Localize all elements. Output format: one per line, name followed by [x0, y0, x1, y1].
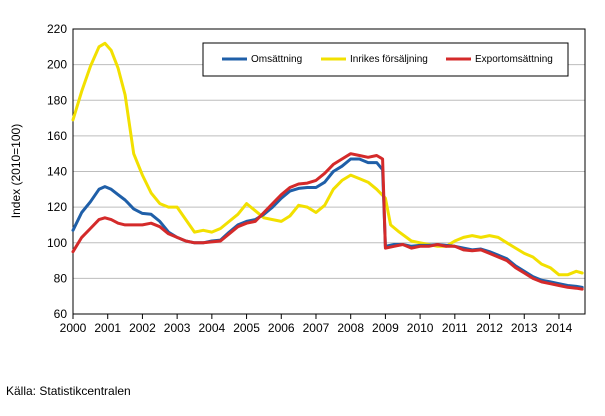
x-tick-label: 2003 — [164, 321, 191, 335]
x-tick-label: 2007 — [303, 321, 330, 335]
x-tick-label: 2006 — [268, 321, 295, 335]
source-note: Källa: Statistikcentralen — [6, 384, 131, 398]
y-tick-label: 100 — [47, 236, 67, 250]
x-tick-label: 2005 — [233, 321, 260, 335]
y-tick-label: 160 — [47, 129, 67, 143]
y-axis-label: Index (2010=100) — [9, 124, 23, 218]
x-tick-label: 2004 — [198, 321, 225, 335]
legend: Omsättning Inrikes försäljning Exportoms… — [202, 42, 569, 77]
x-tick-label: 2010 — [407, 321, 434, 335]
y-tick-label: 60 — [54, 307, 68, 321]
series-line-exportomsattning — [71, 152, 584, 291]
y-tick-label: 120 — [47, 200, 67, 214]
y-tick-label: 140 — [47, 165, 67, 179]
legend-label-omsattning: Omsättning — [251, 54, 302, 65]
legend-label-export: Exportomsättning — [475, 54, 553, 65]
y-tick-label: 200 — [47, 58, 67, 72]
y-tick-label: 220 — [47, 22, 67, 36]
x-tick-label: 2008 — [337, 321, 364, 335]
x-tick-label: 2014 — [546, 321, 573, 335]
x-tick-label: 2000 — [60, 321, 87, 335]
x-tick-label: 2002 — [129, 321, 156, 335]
y-tick-labels: 60 80 100 120 140 160 180 200 220 — [47, 22, 67, 321]
x-tick-label: 2001 — [94, 321, 121, 335]
series-line-omsattning — [71, 157, 584, 289]
x-tick-label: 2009 — [372, 321, 399, 335]
legend-box — [202, 42, 569, 77]
y-tick-label: 180 — [47, 93, 67, 107]
legend-label-inrikes: Inrikes försäljning — [350, 54, 428, 65]
x-tick-labels: 2000 2001 2002 2003 2004 2005 2006 2007 2008 2009… — [60, 314, 573, 335]
x-tick-label: 2012 — [476, 321, 503, 335]
plot-area — [72, 28, 586, 315]
x-tick-label: 2013 — [511, 321, 538, 335]
grid-lines — [73, 64, 585, 279]
y-tick-label: 80 — [54, 271, 68, 285]
series-layer — [71, 41, 584, 291]
series-line-inrikes-forsaljning — [71, 41, 584, 277]
x-tick-label: 2011 — [442, 321, 468, 335]
